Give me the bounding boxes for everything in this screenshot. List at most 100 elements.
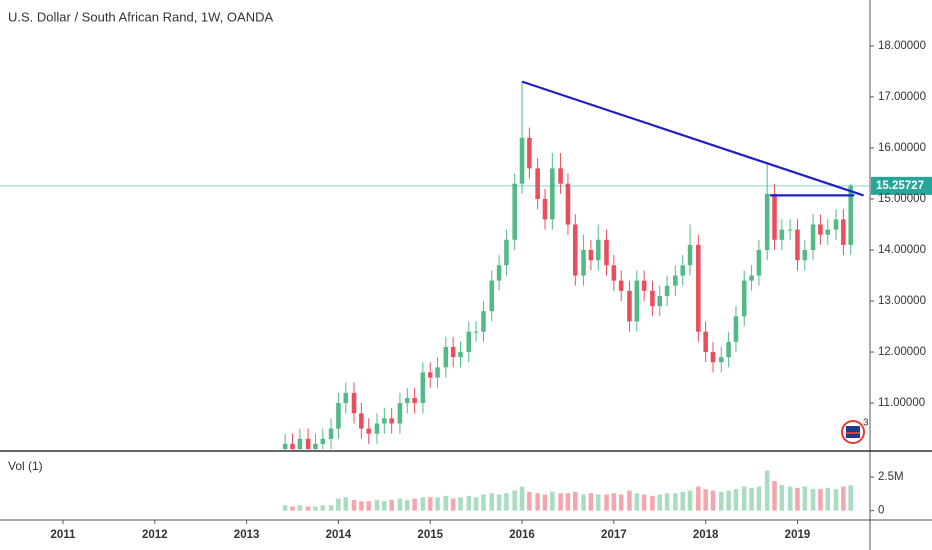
candle-body (733, 316, 739, 342)
volume-bar (718, 491, 724, 511)
volume-bar (726, 490, 731, 511)
candle-body (696, 244, 701, 332)
x-tick-label: 2018 (693, 529, 719, 541)
volume-bar (550, 491, 555, 511)
candle-body (382, 418, 387, 424)
volume-bar (641, 494, 647, 511)
volume-bar (458, 497, 463, 511)
candle-body (366, 428, 371, 434)
volume-bar (336, 498, 341, 511)
y-tick-label: 12.00000 (878, 346, 926, 358)
volume-bar (802, 486, 808, 511)
volume-bar (535, 493, 540, 511)
y-tick-label: 15.00000 (878, 193, 926, 205)
candle-body (787, 229, 793, 231)
candle-body (320, 438, 326, 444)
volume-bar (825, 487, 831, 511)
volume-bar (749, 487, 754, 511)
volume-bar (650, 495, 655, 511)
volume-bar (450, 498, 456, 511)
volume-bar (741, 486, 747, 511)
candle-body (673, 275, 678, 286)
volume-bar (673, 493, 678, 511)
volume-tick-label: 2.5M (878, 471, 904, 483)
volume-bar (527, 491, 532, 511)
volume-bar (320, 505, 326, 511)
candle-body (313, 443, 318, 449)
candle-body (741, 280, 747, 317)
candle-body (664, 285, 670, 296)
volume-bar (657, 494, 663, 511)
volume-bar (374, 499, 380, 511)
badge-count: 3 (863, 418, 869, 429)
candle-body (550, 168, 555, 220)
candle-body (841, 219, 846, 245)
volume-bar (756, 486, 762, 511)
last-price-box (871, 176, 932, 195)
volume-bar (297, 505, 303, 511)
volume-bar (779, 485, 785, 511)
volume-bar (328, 505, 334, 511)
candle-body (359, 413, 364, 429)
candle-body (473, 331, 479, 333)
candle-body (466, 331, 472, 353)
candle-body (443, 346, 449, 368)
candle-body (519, 137, 525, 184)
candle-body (351, 392, 357, 414)
volume-bar (542, 494, 548, 511)
candle-body (496, 265, 502, 281)
candle-body (756, 250, 762, 276)
volume-bar (443, 495, 449, 511)
volume-bar (519, 486, 525, 511)
volume-bar (810, 489, 816, 511)
candle-body (404, 397, 410, 404)
candle-body (764, 193, 770, 250)
volume-bar (473, 497, 479, 511)
candle-body (427, 372, 433, 378)
candle-body (802, 250, 808, 261)
volume-bar (481, 494, 486, 511)
candle-body (650, 290, 655, 307)
volume-bar (412, 498, 417, 511)
volume-bar (733, 489, 739, 511)
candle-body (657, 295, 663, 307)
candle-body (810, 224, 816, 250)
volume-bar (512, 490, 517, 511)
volume-bar (565, 493, 571, 511)
y-tick-label: 16.00000 (878, 142, 926, 154)
candle-body (328, 428, 334, 439)
x-tick-label: 2017 (601, 529, 627, 541)
volume-bar (359, 501, 364, 511)
volume-bar (833, 489, 839, 511)
x-tick-label: 2019 (785, 529, 811, 541)
candle-body (581, 250, 586, 276)
volume-bar (764, 470, 770, 511)
candle-body (779, 229, 785, 240)
overlay: 15.25727 (0, 80, 932, 197)
candle-body (726, 341, 731, 358)
volume-bar (313, 506, 318, 511)
candles (282, 81, 853, 450)
volume-bar (611, 493, 617, 511)
y-tick-label: 13.00000 (878, 295, 926, 307)
volume-bar (687, 490, 693, 511)
volume-bar (382, 501, 387, 511)
candle-body (412, 397, 417, 404)
volume-label: Vol (1) (8, 459, 43, 473)
y-tick-label: 14.00000 (878, 244, 926, 256)
volume-bar (710, 490, 716, 511)
candle-body (542, 198, 548, 220)
candle-body (772, 193, 777, 240)
volume-bar (435, 497, 440, 511)
volume-bar (489, 493, 495, 511)
volume-bars (282, 470, 853, 511)
candle-body (489, 280, 495, 312)
candle-body (297, 438, 303, 449)
volume-bar (618, 494, 624, 511)
candle-body (588, 250, 594, 261)
trend-line (521, 80, 864, 197)
volume-bar (818, 489, 823, 511)
volume-bar (290, 506, 295, 511)
candle-body (504, 239, 509, 266)
volume-bar (703, 489, 708, 511)
